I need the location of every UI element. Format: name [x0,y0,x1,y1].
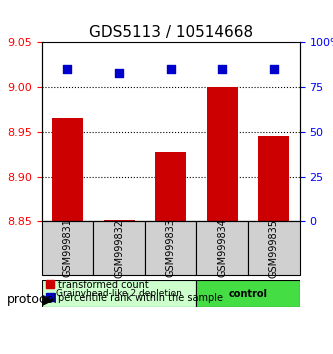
FancyBboxPatch shape [196,221,248,275]
Text: GSM999834: GSM999834 [217,218,227,278]
Legend: transformed count, percentile rank within the sample: transformed count, percentile rank withi… [47,280,223,303]
Point [220,67,225,72]
Bar [155,152,186,221]
Bar [104,220,135,221]
Text: GSM999832: GSM999832 [114,218,124,278]
Bar [258,136,289,221]
Text: ▶: ▶ [43,292,54,306]
Text: protocol: protocol [7,293,58,306]
Point [168,67,173,72]
Title: GDS5113 / 10514668: GDS5113 / 10514668 [89,25,253,40]
FancyBboxPatch shape [248,221,300,275]
Point [117,70,122,76]
Point [65,67,70,72]
Bar [207,87,238,221]
Text: GSM999835: GSM999835 [269,218,279,278]
Point [271,67,277,72]
Bar [52,119,83,221]
FancyBboxPatch shape [145,221,196,275]
FancyBboxPatch shape [93,221,145,275]
FancyBboxPatch shape [42,221,93,275]
Text: GSM999831: GSM999831 [62,218,73,278]
Text: GSM999833: GSM999833 [166,218,176,278]
